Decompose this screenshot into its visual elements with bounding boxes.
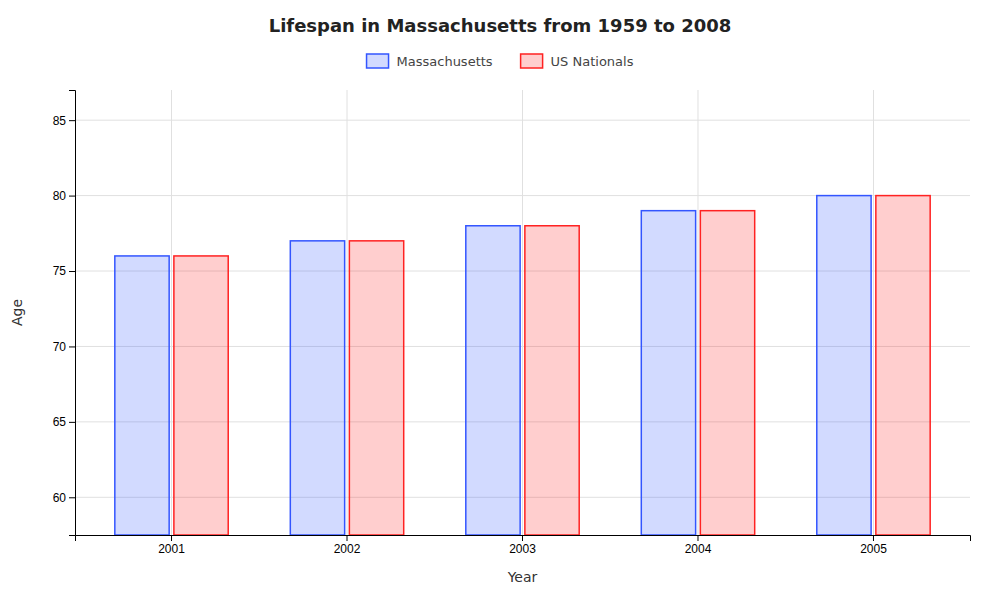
grid-line (697, 90, 698, 535)
tick-mark (69, 196, 75, 197)
tick-label: 2002 (334, 542, 361, 556)
bar (466, 226, 520, 535)
tick-mark (347, 535, 348, 541)
legend: Massachusetts US Nationals (367, 54, 634, 69)
bar (174, 256, 228, 535)
title: Lifespan in Massachusetts from 1959 to 2… (269, 15, 732, 36)
tick: 2003 (509, 535, 536, 556)
tick-label: 2001 (158, 542, 185, 556)
x-axis-title: Year (507, 569, 538, 585)
tick-label: 75 (53, 264, 67, 278)
grid-line (522, 90, 523, 535)
tick: 75 (53, 264, 75, 278)
tick: 80 (53, 189, 75, 203)
grid-line (171, 90, 172, 535)
tick: 65 (53, 415, 75, 429)
x-axis: 2001 2002 2003 2004 2005 (76, 535, 971, 556)
plot-area: 2001 2002 2003 2004 2005 60 65 70 75 80 85 (53, 90, 971, 556)
tick: 85 (53, 114, 75, 128)
grid-line (347, 90, 348, 535)
tick-label: 70 (53, 340, 67, 354)
tick-mark (69, 120, 75, 121)
bar-series (115, 196, 871, 535)
legend-label: Massachusetts (397, 54, 493, 69)
legend-label: US Nationals (551, 54, 634, 69)
tick: 2004 (685, 535, 712, 556)
tick-label: 60 (53, 491, 67, 505)
bar (349, 241, 403, 535)
tick-label: 80 (53, 189, 67, 203)
axis-line (76, 536, 971, 542)
tick-label: 85 (53, 114, 67, 128)
tick: 2001 (158, 535, 185, 556)
legend-item: US Nationals (521, 54, 634, 69)
tick: 60 (53, 491, 75, 505)
axis-line (69, 91, 76, 536)
tick-mark (522, 535, 523, 541)
grid-line (873, 90, 874, 535)
tick: 2005 (860, 535, 887, 556)
bar (876, 196, 930, 535)
chart: 2001 2002 2003 2004 2005 60 65 70 75 80 85 Year Age L… (0, 0, 1000, 600)
y-axis-title: Age (9, 299, 25, 326)
tick: 2002 (334, 535, 361, 556)
bars (115, 196, 930, 535)
bar-series (174, 196, 930, 535)
tick: 70 (53, 340, 75, 354)
tick-mark (873, 535, 874, 541)
tick-label: 2005 (860, 542, 887, 556)
legend-item: Massachusetts (367, 54, 493, 69)
y-axis: 60 65 70 75 80 85 (53, 91, 76, 536)
bar (115, 256, 169, 535)
legend-swatch (367, 54, 389, 68)
tick-label: 65 (53, 415, 67, 429)
bar (817, 196, 871, 535)
bar (700, 211, 754, 535)
bar (290, 241, 344, 535)
tick-mark (69, 497, 75, 498)
bar (641, 211, 695, 535)
tick-mark (69, 271, 75, 272)
legend-swatch (521, 54, 543, 68)
grid (75, 90, 970, 535)
tick-mark (69, 422, 75, 423)
bar (525, 226, 579, 535)
tick-label: 2004 (685, 542, 712, 556)
tick-mark (171, 535, 172, 541)
tick-mark (697, 535, 698, 541)
tick-mark (69, 346, 75, 347)
tick-label: 2003 (509, 542, 536, 556)
